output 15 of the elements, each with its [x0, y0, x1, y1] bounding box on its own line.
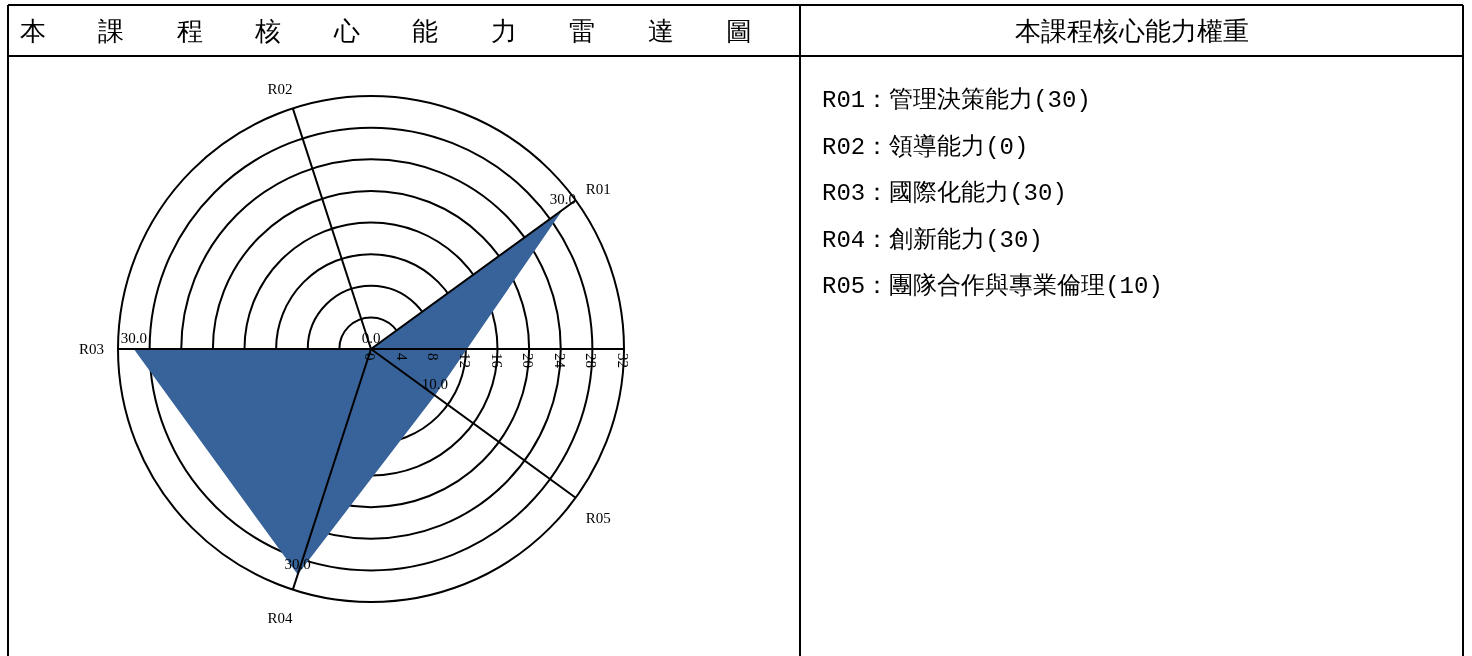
text: R01：管理決策能力(30) [822, 87, 1091, 114]
spoke-label: R03 [78, 341, 104, 357]
y-tick-label: 4 [393, 353, 410, 361]
text: R05：團隊合作與專業倫理(10) [822, 272, 1163, 300]
text: 本課程核心能力權重 [1014, 17, 1249, 46]
spoke-label: R04 [267, 609, 294, 626]
spoke-label: R01 [585, 180, 611, 197]
spoke-label: R05 [585, 510, 611, 527]
spoke-label: R02 [267, 81, 293, 98]
chart-title: 本課程核心能力雷達圖 [20, 17, 752, 46]
text: R03：國際化能力(30) [822, 180, 1067, 207]
y-tick-label: 8 [425, 353, 442, 361]
data-label: 30.0 [120, 330, 147, 346]
text: R04：創新能力(30) [822, 225, 1043, 254]
text: R02：領導能力(0) [822, 132, 1029, 161]
